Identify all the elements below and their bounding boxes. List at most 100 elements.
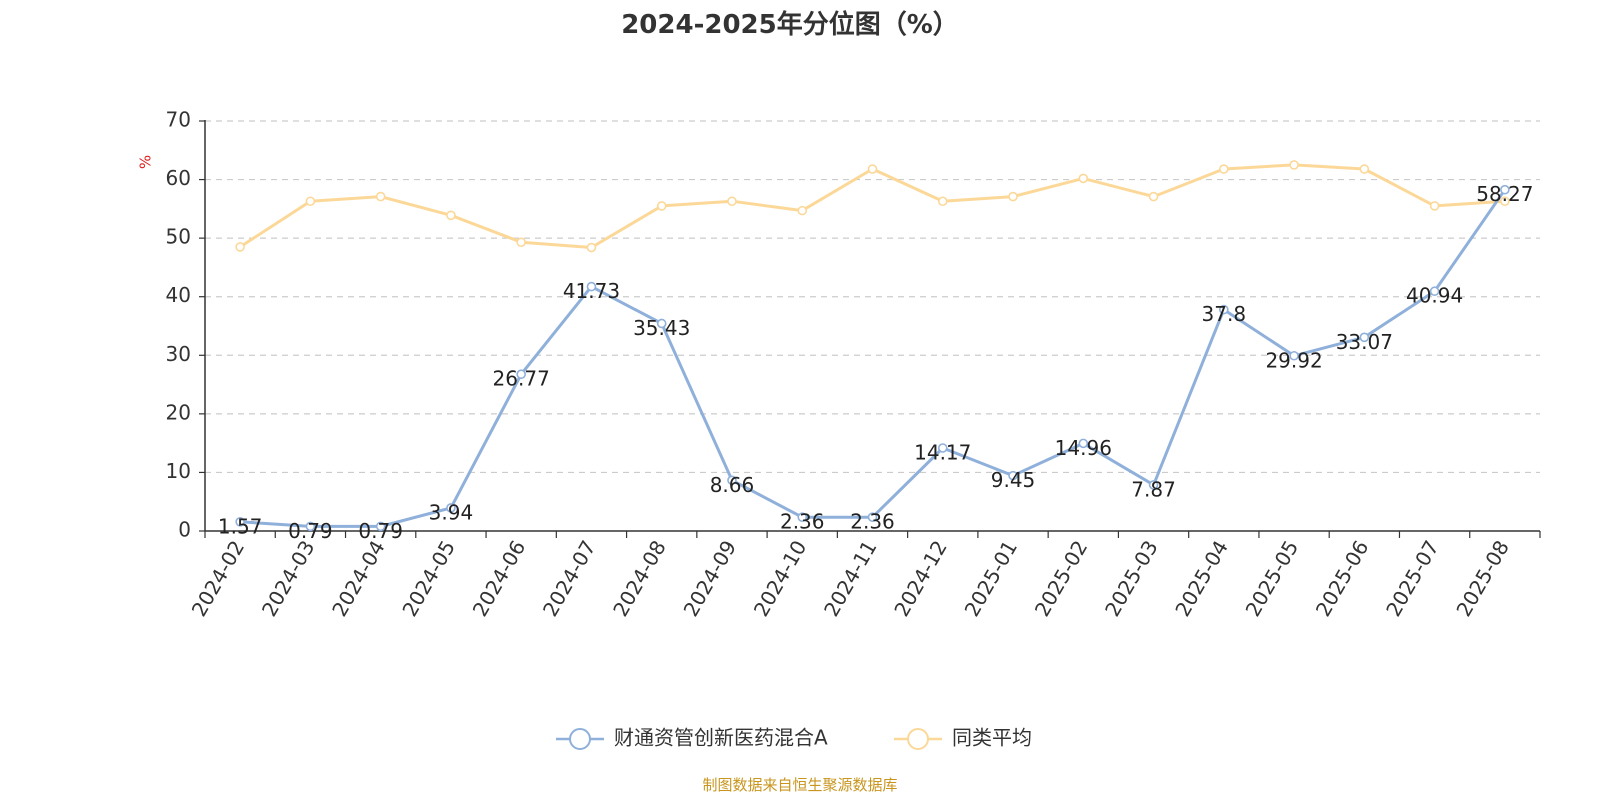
legend-marker-0 [569,728,591,750]
series-0-point-2025-08 [1500,184,1510,195]
x-tick-label-2024-09: 2024-09 [678,536,741,620]
x-tick-label-2024-06: 2024-06 [468,536,531,620]
x-tick-label-2025-01: 2025-01 [960,536,1023,620]
data-source-note: 制图数据来自恒生聚源数据库 [702,776,897,794]
series-1-point-2025-03 [1148,191,1159,202]
series-1-point-2024-11 [867,164,878,174]
series-line-1 [239,163,1506,249]
series-0-point-2024-05 [446,503,456,513]
y-tick-label-30: 30 [166,342,191,366]
series-0-point-2024-08 [656,318,667,329]
gridlines [205,120,1540,474]
data-label-2024-11: 2.36 [850,510,895,534]
data-label-2024-06: 26.77 [493,367,550,391]
series-1-point-2025-04 [1219,164,1229,174]
series-0-point-2025-06 [1359,332,1370,343]
x-tick-label-2024-03: 2024-03 [257,536,320,620]
data-label-2024-04: 0.79 [358,519,403,543]
series-0-point-2024-11 [867,512,878,522]
y-tick-label-50: 50 [166,225,191,249]
data-label-2025-02: 14.96 [1055,436,1112,460]
data-label-2024-03: 0.79 [288,519,333,543]
data-label-2024-12: 14.17 [914,441,971,465]
x-tick-label-2024-08: 2024-08 [608,536,671,620]
series-layer [235,160,1510,532]
y-tick-label-40: 40 [166,283,191,307]
legend-label-1: 同类平均 [952,726,1032,750]
series-1-point-2025-01 [1008,191,1018,202]
series-1-point-2025-06 [1359,164,1370,174]
series-0-point-2024-09 [727,475,737,486]
data-label-2025-05: 29.92 [1265,348,1322,372]
x-tick-label-2024-07: 2024-07 [538,536,601,620]
series-1-point-2024-02 [235,242,245,252]
series-1-point-2025-07 [1429,201,1440,211]
data-label-2024-09: 8.66 [710,473,755,497]
series-0-point-2025-01 [1008,470,1018,481]
data-label-2025-08: 58.27 [1476,182,1533,206]
series-0-point-2024-06 [516,369,526,380]
y-tick-label-10: 10 [166,459,191,483]
x-tick-label-2025-08: 2025-08 [1451,536,1514,620]
series-0-point-2024-04 [375,521,386,532]
series-1-point-2024-03 [305,196,316,207]
legend-item-0[interactable]: 财通资管创新医药混合A [556,726,828,750]
legend[interactable]: 财通资管创新医药混合A 同类平均 [556,726,1032,750]
y-tick-label-60: 60 [166,166,191,190]
y-tick-label-0: 0 [178,518,191,542]
data-label-2025-07: 40.94 [1406,284,1463,308]
series-1-point-2024-06 [516,237,526,248]
data-label-2024-02: 1.57 [218,514,263,538]
data-label-2025-03: 7.87 [1131,477,1176,501]
legend-item-1[interactable]: 同类平均 [894,726,1032,750]
y-tick-label-20: 20 [166,400,191,424]
x-tick-label-2024-05: 2024-05 [397,536,460,620]
series-1-point-2025-05 [1289,160,1299,170]
series-0-point-2024-07 [586,281,597,292]
series-0-point-2025-05 [1289,350,1299,361]
series-0-point-2025-02 [1078,438,1089,449]
series-0-point-2024-03 [305,521,316,532]
data-label-2025-01: 9.45 [991,468,1036,492]
x-tick-label-2025-02: 2025-02 [1030,536,1093,620]
data-label-2025-04: 37.8 [1202,302,1247,326]
series-1-point-2024-10 [797,205,808,216]
data-label-2025-06: 33.07 [1336,330,1393,354]
series-0-point-2025-03 [1148,480,1159,490]
y-axis-label: % [137,155,155,169]
x-tick-label-2024-02: 2024-02 [187,536,250,620]
series-0-point-2025-04 [1219,304,1229,315]
x-tick-label-2024-12: 2024-12 [889,536,952,620]
data-label-2024-05: 3.94 [429,500,474,524]
x-tick-label-2025-03: 2025-03 [1100,536,1163,620]
series-1-point-2024-09 [727,196,737,207]
y-tick-label-70: 70 [166,108,191,132]
series-1-point-2024-08 [656,201,667,211]
data-label-2024-10: 2.36 [780,510,825,534]
legend-label-0: 财通资管创新医药混合A [614,726,828,750]
series-0-point-2024-12 [937,443,948,453]
x-tick-label-2024-10: 2024-10 [749,536,812,620]
x-tick-label-2025-05: 2025-05 [1241,536,1304,620]
series-1-point-2025-02 [1078,173,1089,184]
series-0-point-2024-02 [235,517,245,527]
data-labels: 1.57 0.79 0.79 3.94 26.77 41.73 35.43 8.66 2.36 2… [218,182,1534,543]
x-tick-label-2025-07: 2025-07 [1381,536,1444,620]
series-1-point-2024-05 [446,210,456,221]
x-tick-label-2024-04: 2024-04 [327,536,390,620]
series-1-point-2024-12 [937,196,948,207]
series-0-point-2024-10 [797,512,808,522]
x-tick-label-2025-04: 2025-04 [1170,536,1233,620]
chart-title: 2024-2025年分位图（%） [621,9,959,40]
data-label-2024-08: 35.43 [633,316,690,340]
legend-marker-1 [907,728,929,750]
data-label-2024-07: 41.73 [563,279,620,303]
series-1-point-2024-04 [375,191,386,202]
x-tick-label-2024-11: 2024-11 [819,536,882,620]
x-tick-label-2025-06: 2025-06 [1311,536,1374,620]
series-1-point-2024-07 [586,242,597,253]
series-0-point-2025-07 [1429,286,1440,297]
series-1-point-2025-08 [1500,196,1510,207]
